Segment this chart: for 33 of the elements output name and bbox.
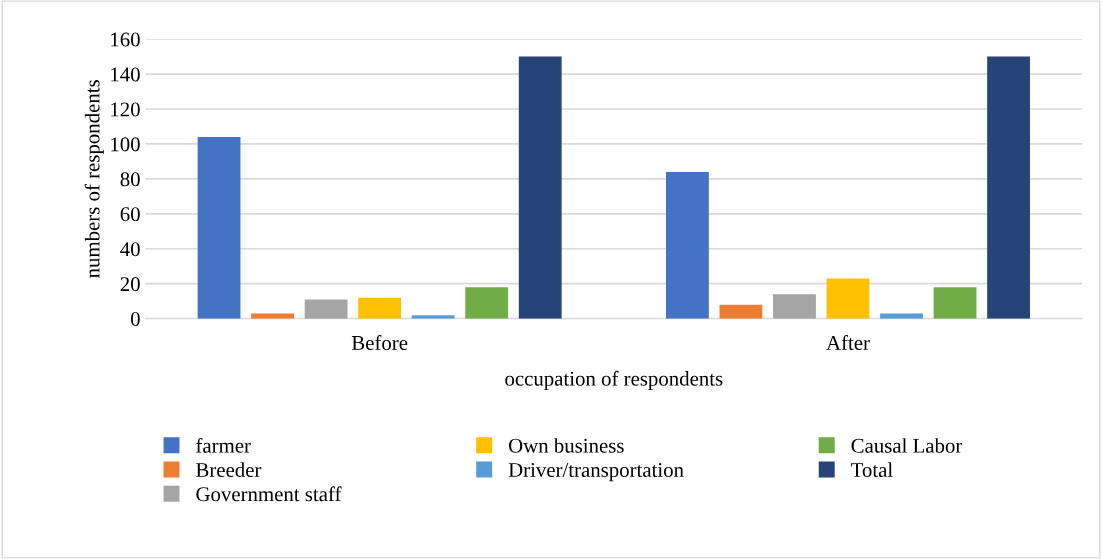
y-tick-label: 0 [130, 312, 140, 327]
bar [518, 56, 562, 319]
legend-label: Total [851, 462, 893, 478]
bar [773, 294, 816, 319]
bar [933, 287, 977, 319]
bar [358, 297, 402, 319]
y-tick-label: 120 [111, 102, 140, 117]
y-tick-label: 60 [120, 207, 140, 222]
y-tick-label: 100 [111, 137, 140, 152]
x-tick-label: After [826, 335, 870, 350]
x-tick-label: Before [351, 335, 408, 350]
bar [880, 313, 923, 319]
y-tick-label: 80 [120, 172, 140, 187]
legend-label: Causal Labor [851, 438, 963, 453]
bar [666, 171, 709, 319]
legend-label: Driver/transportation [508, 463, 684, 482]
legend-label: Breeder [196, 462, 262, 478]
y-tick-label: 160 [111, 32, 140, 47]
legend-label: Government staff [196, 486, 342, 502]
y-tick-label: 140 [111, 67, 140, 82]
y-tick-label: 20 [120, 277, 140, 292]
x-axis-title: occupation of respondents [505, 370, 723, 390]
bar [197, 136, 241, 319]
legend-label: farmer [196, 437, 251, 453]
legend-label: Own business [508, 438, 624, 453]
y-axis-title: numbers of respondents [84, 80, 104, 278]
bar [465, 287, 509, 319]
bar [987, 56, 1030, 319]
bar [251, 313, 294, 319]
y-tick-label: 40 [120, 242, 140, 257]
bar [304, 299, 348, 319]
bar [826, 278, 870, 319]
bar [719, 304, 763, 319]
